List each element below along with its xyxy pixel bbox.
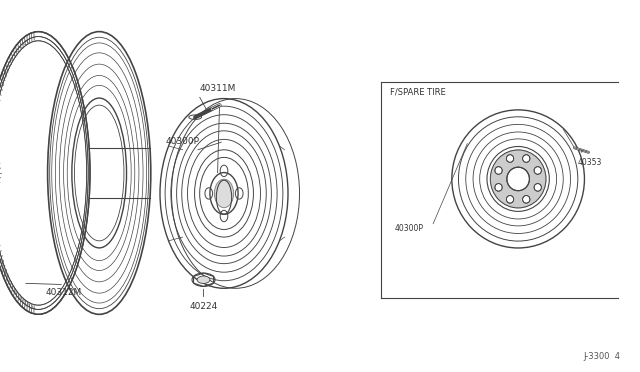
Ellipse shape (506, 196, 514, 203)
Ellipse shape (534, 167, 541, 174)
Text: J-3300  4: J-3300 4 (584, 352, 621, 361)
Ellipse shape (507, 167, 529, 191)
Ellipse shape (197, 276, 210, 283)
Ellipse shape (490, 150, 546, 208)
Ellipse shape (495, 167, 502, 174)
Text: 40312M: 40312M (46, 288, 82, 297)
Text: 40353: 40353 (578, 158, 602, 167)
Ellipse shape (523, 196, 530, 203)
Ellipse shape (523, 155, 530, 162)
Text: 40300P: 40300P (395, 224, 424, 233)
Text: F/SPARE TIRE: F/SPARE TIRE (390, 87, 446, 96)
Ellipse shape (495, 184, 502, 191)
Text: 40224: 40224 (189, 302, 218, 311)
Ellipse shape (534, 184, 541, 191)
Text: 40311M: 40311M (200, 84, 236, 93)
Text: 40300P: 40300P (165, 137, 200, 146)
Ellipse shape (506, 155, 514, 162)
Ellipse shape (214, 179, 234, 208)
